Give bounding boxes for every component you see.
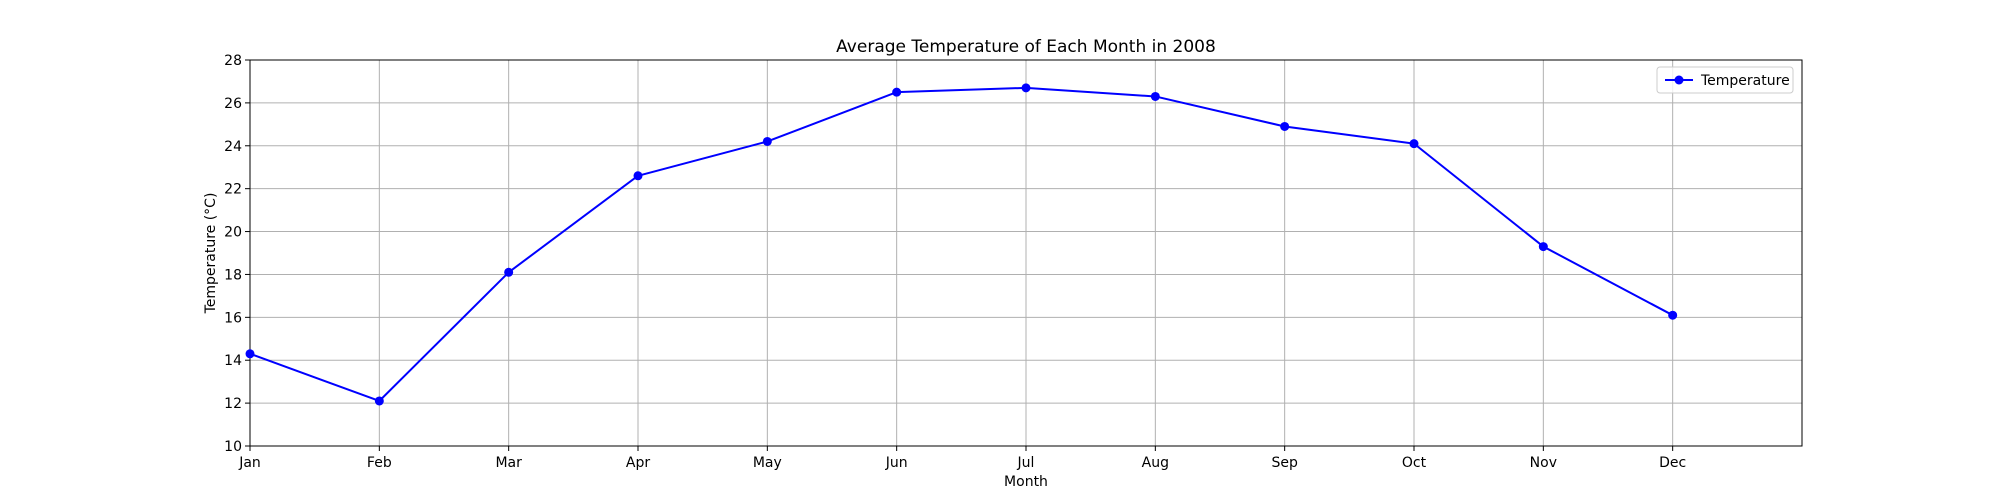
x-tick-label: Dec [1659, 455, 1686, 471]
y-tick-label: 26 [224, 96, 242, 112]
x-tick-label: Nov [1530, 455, 1557, 471]
chart-title: Average Temperature of Each Month in 200… [836, 37, 1216, 57]
x-tick-label: Oct [1402, 455, 1427, 471]
y-tick-label: 12 [224, 396, 242, 412]
y-tick-label: 22 [224, 182, 242, 198]
y-tick-label: 14 [224, 353, 242, 369]
x-tick-label: Mar [495, 455, 522, 471]
y-tick-label: 16 [224, 310, 242, 326]
legend-marker-swatch [1674, 75, 1684, 85]
data-point [1150, 91, 1160, 101]
x-tick-label: Jan [238, 455, 261, 471]
y-axis-title: Temperature (°C) [203, 193, 219, 315]
x-tick-label: Feb [367, 455, 392, 471]
y-tick-label: 20 [224, 225, 242, 241]
y-tick-labels: 10 12 14 16 18 20 22 24 26 28 [224, 53, 242, 455]
legend-label: Temperature [1700, 73, 1790, 89]
legend-box [1656, 66, 1794, 94]
data-point [1280, 121, 1290, 131]
data-point [504, 267, 514, 277]
x-tick-label: Jun [885, 455, 908, 471]
data-point [892, 87, 902, 97]
y-tick-label: 18 [224, 267, 242, 283]
legend: Temperature [1656, 66, 1794, 94]
data-point [633, 171, 643, 181]
data-point [1538, 242, 1548, 252]
data-point [1021, 83, 1031, 93]
x-tick-label: May [753, 455, 782, 471]
data-point [245, 349, 255, 359]
axis-ticks [245, 59, 1674, 451]
data-point [374, 396, 384, 406]
x-tick-label: Sep [1271, 455, 1298, 471]
y-tick-label: 24 [224, 139, 242, 155]
data-point [1668, 310, 1678, 320]
x-tick-labels: Jan Feb Mar Apr May Jun Jul Aug Sep Oct Nov Dec [238, 455, 1686, 471]
y-tick-label: 10 [224, 439, 242, 455]
x-tick-label: Aug [1142, 455, 1169, 471]
x-tick-label: Apr [626, 455, 650, 471]
x-tick-label: Jul [1017, 455, 1035, 471]
y-tick-label: 28 [224, 53, 242, 69]
data-point [762, 136, 772, 146]
series-temperature [245, 83, 1678, 406]
x-axis-title: Month [1004, 474, 1048, 490]
data-point [1409, 139, 1419, 149]
series-line [249, 86, 1674, 402]
